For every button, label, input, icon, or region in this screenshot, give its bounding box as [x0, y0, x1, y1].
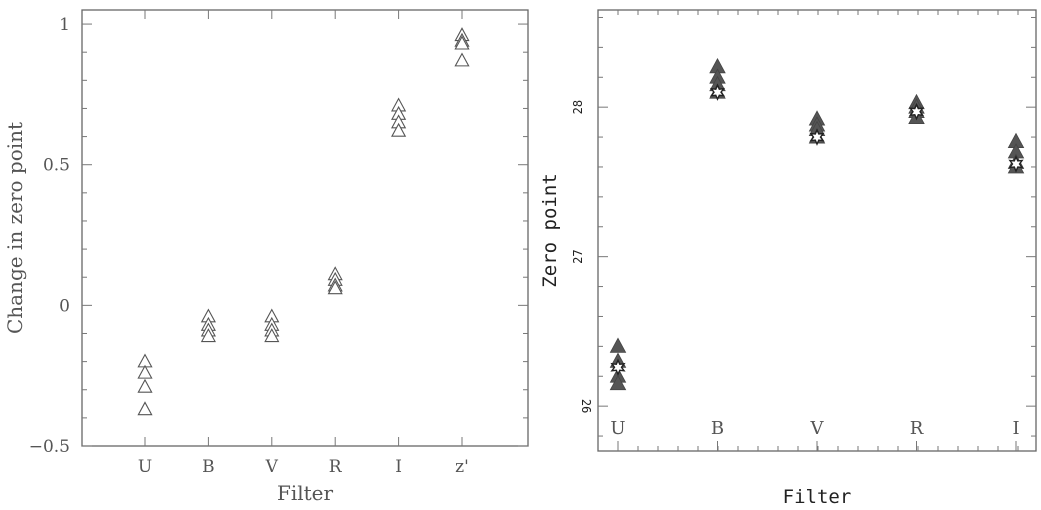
- left-y-tick-label: −0.5: [29, 437, 70, 457]
- right-data-point-triangle: [609, 374, 627, 391]
- left-data-point: [264, 328, 280, 343]
- right-data-point-star: [809, 128, 825, 146]
- left-x-tick-label: I: [395, 457, 402, 477]
- right-y-tick-label: 28: [571, 100, 585, 114]
- left-data-point: [200, 328, 216, 343]
- right-data-point-star: [709, 83, 726, 101]
- right-x-tick-label: V: [810, 418, 825, 439]
- left-y-axis-label: Change in zero point: [3, 122, 27, 334]
- left-x-tick-label: V: [265, 457, 279, 477]
- right-y-tick-label: 26: [579, 399, 593, 413]
- left-x-tick-label: B: [202, 457, 215, 477]
- right-data-point-star: [610, 358, 626, 377]
- right-plot-frame: [597, 9, 1037, 452]
- right-data-point-triangle: [609, 337, 627, 353]
- left-y-tick-label: 0.5: [43, 156, 70, 176]
- right-y-tick-label: 27: [571, 249, 585, 263]
- left-data-point: [137, 401, 153, 416]
- left-y-tick-label: 0: [59, 296, 70, 316]
- left-data-point: [327, 280, 343, 295]
- left-data-point: [137, 364, 153, 379]
- left-data-point: [391, 122, 407, 137]
- right-data-point-star: [1008, 155, 1024, 173]
- right-x-tick-label: U: [610, 418, 625, 439]
- left-data-point: [454, 35, 470, 50]
- left-data-point: [137, 378, 153, 393]
- left-x-axis-label: Filter: [277, 481, 334, 505]
- left-x-tick-label: z': [455, 457, 469, 477]
- right-x-tick-label: I: [1012, 418, 1019, 439]
- right-x-tick-label: B: [711, 418, 724, 439]
- left-x-tick-label: R: [329, 457, 343, 477]
- left-y-tick-label: 1: [59, 15, 70, 35]
- right-x-axis-label: Filter: [783, 486, 852, 508]
- right-x-tick-label: R: [910, 418, 924, 439]
- left-plot-frame: [81, 9, 529, 447]
- left-x-tick-label: U: [138, 457, 152, 477]
- right-y-axis-label: Zero point: [539, 173, 561, 287]
- left-data-point: [454, 52, 470, 67]
- right-data-point-star: [908, 102, 925, 121]
